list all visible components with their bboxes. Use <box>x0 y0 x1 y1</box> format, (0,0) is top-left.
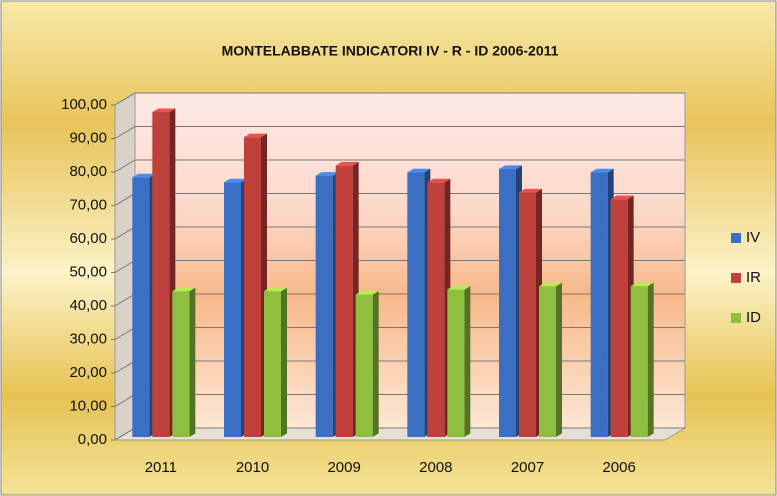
bar-top <box>244 133 267 138</box>
legend-label: ID <box>746 309 761 326</box>
x-tick-label: 2009 <box>327 459 360 476</box>
bar <box>224 182 241 437</box>
bar <box>519 192 536 437</box>
y-tick-label: 70,00 <box>69 196 107 213</box>
bar-side <box>647 282 654 437</box>
bar-top <box>264 287 287 292</box>
bar <box>539 286 556 437</box>
bar-side <box>556 282 562 437</box>
x-tick-label: 2010 <box>236 459 269 476</box>
y-tick-label: 100,00 <box>61 96 107 113</box>
bar-top <box>499 165 522 169</box>
legend-label: IR <box>746 269 761 286</box>
bar-top <box>590 168 614 173</box>
grid-line <box>114 92 685 106</box>
bar-top <box>335 162 359 166</box>
x-tick-label: 2008 <box>419 459 452 476</box>
bar-top <box>172 287 196 292</box>
bar-top <box>539 282 562 287</box>
legend-swatch <box>731 313 741 323</box>
bar-side <box>189 287 196 437</box>
bar-side <box>372 291 379 437</box>
bar-top <box>152 108 176 113</box>
y-tick-label: 40,00 <box>69 297 107 314</box>
bar-top <box>224 178 247 183</box>
legend-swatch <box>731 233 741 243</box>
bar <box>264 291 281 437</box>
bar <box>244 137 261 438</box>
bar-top <box>447 286 471 290</box>
bar-top <box>132 173 156 178</box>
grid-line <box>114 126 685 139</box>
bar <box>610 199 628 437</box>
y-tick-label: 80,00 <box>69 163 107 180</box>
y-tick-label: 90,00 <box>69 129 107 146</box>
bar <box>447 289 465 437</box>
bar <box>335 165 353 437</box>
bar-top <box>630 282 654 287</box>
bar <box>172 291 190 437</box>
grid-line <box>114 159 685 173</box>
chart-title: MONTELABBATE INDICATORI IV - R - ID 2006… <box>222 43 559 59</box>
bar-top <box>519 188 542 193</box>
bar-top <box>427 178 451 183</box>
bar-top <box>407 168 431 173</box>
bar <box>427 182 445 437</box>
y-tick-label: 20,00 <box>69 364 107 381</box>
x-tick-label: 2006 <box>602 459 635 476</box>
bar-top <box>315 172 339 176</box>
legend-label: IV <box>746 229 760 246</box>
y-tick-label: 60,00 <box>69 230 107 247</box>
bar <box>407 172 425 437</box>
bar <box>132 177 150 437</box>
y-tick-label: 0,00 <box>78 431 107 448</box>
x-tick-label: 2011 <box>145 459 177 476</box>
bar <box>499 169 516 437</box>
bar <box>355 294 373 437</box>
y-tick-label: 30,00 <box>69 330 107 347</box>
bar <box>152 112 170 438</box>
bar-top <box>610 195 634 200</box>
legend-swatch <box>731 273 741 283</box>
bar <box>590 172 608 437</box>
y-tick-label: 50,00 <box>69 263 107 280</box>
bar <box>315 175 333 437</box>
bar-side <box>281 287 287 437</box>
bar-top <box>355 291 379 295</box>
bar <box>630 286 648 437</box>
bar-side <box>464 286 471 437</box>
x-tick-label: 2007 <box>511 459 544 476</box>
y-tick-label: 10,00 <box>69 397 107 414</box>
